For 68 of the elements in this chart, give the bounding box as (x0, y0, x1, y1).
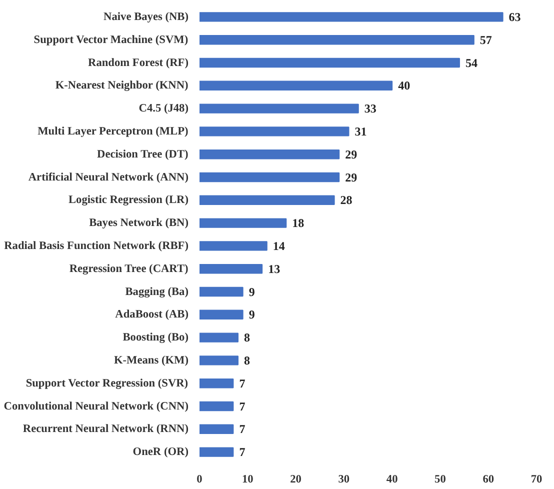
bar (200, 80, 393, 90)
data-label: 29 (345, 147, 358, 162)
data-label: 33 (364, 102, 376, 116)
data-label: 7 (239, 399, 246, 414)
data-label: 9 (248, 308, 255, 322)
bar (200, 241, 268, 251)
y-tick-label: Convolutional Neural Network (CNN) (4, 400, 189, 412)
y-tick-label: Recurrent Neural Network (RNN) (22, 423, 189, 436)
data-label: 13 (268, 262, 280, 276)
data-label: 7 (239, 422, 246, 436)
bar (200, 447, 234, 457)
data-label: 54 (465, 56, 478, 70)
y-tick-label: Random Forest (RF) (88, 56, 189, 69)
y-tick-label: Logistic Regression (LR) (68, 194, 189, 206)
y-tick-label: OneR (OR) (132, 446, 189, 458)
x-tick-label: 0 (196, 474, 203, 486)
data-label: 8 (244, 330, 250, 345)
bar (200, 286, 244, 297)
data-label: 8 (244, 353, 250, 368)
y-tick-label: Radial Basis Function Network (RBF) (4, 240, 189, 252)
data-label: 9 (248, 284, 255, 299)
data-label: 18 (292, 216, 304, 230)
bar (200, 401, 234, 412)
y-tick-label: Support Vector Machine (SVM) (34, 34, 188, 46)
bar (200, 150, 340, 160)
y-tick-label: K-Nearest Neighbor (KNN) (55, 80, 189, 92)
x-tick-label: 40 (386, 474, 398, 486)
bar (200, 310, 244, 320)
y-tick-label: Artificial Neural Network (ANN) (28, 171, 189, 184)
bar (200, 12, 504, 22)
bar (200, 195, 335, 205)
bar (200, 126, 350, 136)
x-tick-label: 10 (242, 474, 254, 486)
data-label: 7 (239, 376, 246, 390)
y-tick-label: Bagging (Ba) (125, 286, 189, 298)
bar (200, 332, 239, 342)
y-tick-label: Regression Tree (CART) (69, 262, 189, 275)
y-tick-label: C4.5 (J48) (138, 102, 189, 115)
bar (200, 424, 234, 434)
bar (200, 356, 239, 366)
bar (200, 35, 474, 45)
y-tick-label: Support Vector Regression (SVR) (26, 377, 188, 390)
x-tick-label: 60 (482, 474, 494, 486)
y-tick-label: Naive Bayes (NB) (104, 10, 189, 23)
data-label: 28 (340, 193, 352, 208)
bar (200, 172, 340, 182)
y-tick-label: Decision Tree (DT) (97, 148, 189, 160)
x-tick-label: 20 (290, 474, 302, 486)
data-label: 31 (354, 124, 367, 138)
bar (200, 378, 234, 388)
x-tick-label: 70 (530, 474, 542, 486)
data-label: 14 (272, 238, 285, 253)
bar (200, 58, 460, 68)
data-label: 29 (345, 170, 358, 184)
x-tick-label: 50 (434, 474, 446, 486)
data-label: 57 (480, 32, 492, 47)
bar (200, 218, 287, 228)
y-tick-label: K-Means (KM) (114, 354, 189, 366)
data-label: 7 (239, 445, 246, 460)
y-tick-label: AdaBoost (AB) (115, 308, 189, 321)
data-label: 40 (398, 78, 410, 93)
data-label: 63 (508, 10, 521, 24)
x-tick-label: 30 (338, 474, 350, 486)
y-tick-label: Bayes Network (BN) (89, 217, 189, 230)
bar (200, 264, 263, 274)
y-tick-label: Boosting (Bo) (122, 332, 189, 344)
bar (200, 104, 359, 114)
y-tick-label: Multi Layer Perceptron (MLP) (38, 125, 189, 138)
